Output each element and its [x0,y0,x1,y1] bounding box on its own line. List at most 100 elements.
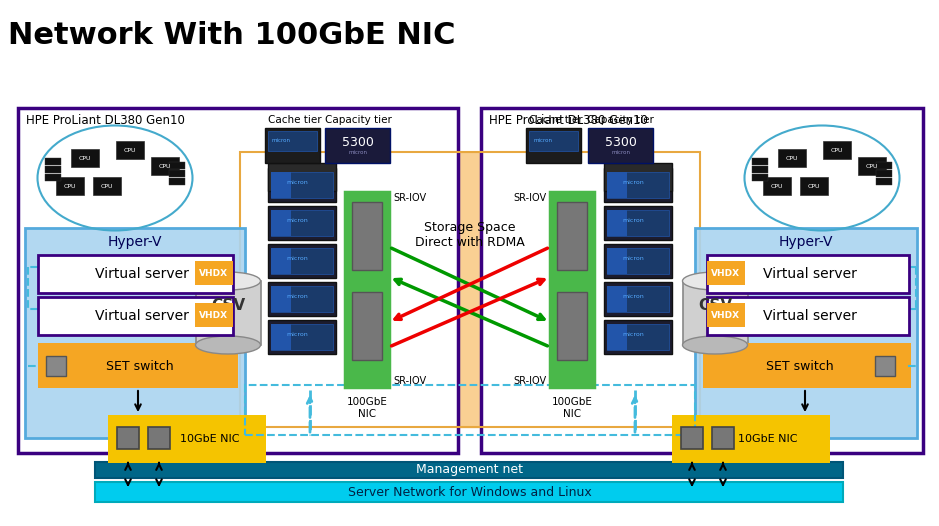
Bar [148,427,170,449]
Text: micron: micron [286,331,308,337]
Bar [707,261,745,285]
Ellipse shape [683,272,747,290]
Text: Virtual server: Virtual server [95,309,189,323]
Bar [265,128,320,163]
Text: CSV: CSV [211,298,245,312]
Bar [607,248,627,274]
Bar [268,244,336,278]
Bar [352,202,382,270]
Bar [712,427,734,449]
Text: micron: micron [622,217,644,222]
Text: SR-IOV: SR-IOV [393,376,426,386]
Bar [18,108,458,453]
Bar [876,170,892,177]
Text: 100GbE
NIC: 100GbE NIC [346,397,388,419]
Text: micron: micron [622,256,644,260]
Text: CPU: CPU [771,184,783,188]
Bar [271,210,291,236]
Text: 5300: 5300 [342,136,374,148]
Bar [195,303,233,327]
Bar [607,286,669,312]
Ellipse shape [683,336,747,354]
Bar [352,292,382,360]
Bar [588,128,653,163]
Bar [271,286,291,312]
Bar [604,206,672,240]
Text: VHDX: VHDX [712,310,741,319]
Bar [268,206,336,240]
Text: Virtual server: Virtual server [763,309,857,323]
Text: Storage Space
Direct with RDMA: Storage Space Direct with RDMA [415,221,525,249]
Bar [71,149,99,167]
Bar [151,157,179,175]
Text: 5300: 5300 [605,136,637,148]
Bar [763,177,791,195]
Bar [271,324,291,350]
Text: Virtual server: Virtual server [763,267,857,281]
Bar [95,462,843,478]
Text: CPU: CPU [808,184,821,188]
Bar [604,168,672,202]
Bar [271,324,333,350]
Text: Hyper-V: Hyper-V [778,235,833,249]
Bar [38,255,233,293]
Bar [117,427,139,449]
Bar [557,292,587,360]
Bar [607,210,669,236]
Text: CPU: CPU [100,184,114,188]
Bar [196,281,261,345]
Text: VHDX: VHDX [199,268,228,278]
Bar [695,228,917,438]
Text: VHDX: VHDX [712,268,741,278]
Bar [607,324,669,350]
Bar [195,261,233,285]
Bar [681,427,703,449]
Text: micron: micron [622,294,644,298]
Bar [268,282,336,316]
Text: CPU: CPU [866,164,878,168]
Bar [271,172,333,198]
Bar [858,157,886,175]
Text: micron: micron [533,138,552,144]
Text: CPU: CPU [124,147,136,153]
Bar [778,149,806,167]
Bar [823,141,851,159]
Bar [707,303,745,327]
Text: SET switch: SET switch [106,359,174,372]
Text: 10GbE NIC: 10GbE NIC [180,434,239,444]
Bar [271,172,291,198]
Bar [607,286,627,312]
Text: micron: micron [348,149,367,155]
Bar [56,177,84,195]
Bar [271,248,333,274]
Text: Cache tier: Cache tier [269,115,322,125]
Bar [108,415,266,463]
Bar [245,385,695,435]
Bar [271,286,333,312]
Text: Capacity tier: Capacity tier [587,115,654,125]
Bar [683,281,748,345]
Text: micron: micron [286,256,308,260]
Bar [607,172,669,198]
Bar [604,282,672,316]
Bar [695,228,917,438]
Bar [876,178,892,185]
Bar [45,174,61,181]
Bar [752,166,768,173]
Bar [169,170,185,177]
Bar [46,356,66,376]
Text: CSV: CSV [698,298,732,312]
Bar [604,244,672,278]
Bar [268,163,336,191]
Bar [345,192,389,387]
Text: Server Network for Windows and Linux: Server Network for Windows and Linux [348,485,592,499]
Text: VHDX: VHDX [199,310,228,319]
Bar [268,131,317,151]
Bar [45,158,61,165]
Bar [607,172,627,198]
Text: SET switch: SET switch [766,359,834,372]
Bar [25,228,245,438]
Text: Capacity tier: Capacity tier [325,115,392,125]
Bar [116,141,144,159]
Bar [169,178,185,185]
